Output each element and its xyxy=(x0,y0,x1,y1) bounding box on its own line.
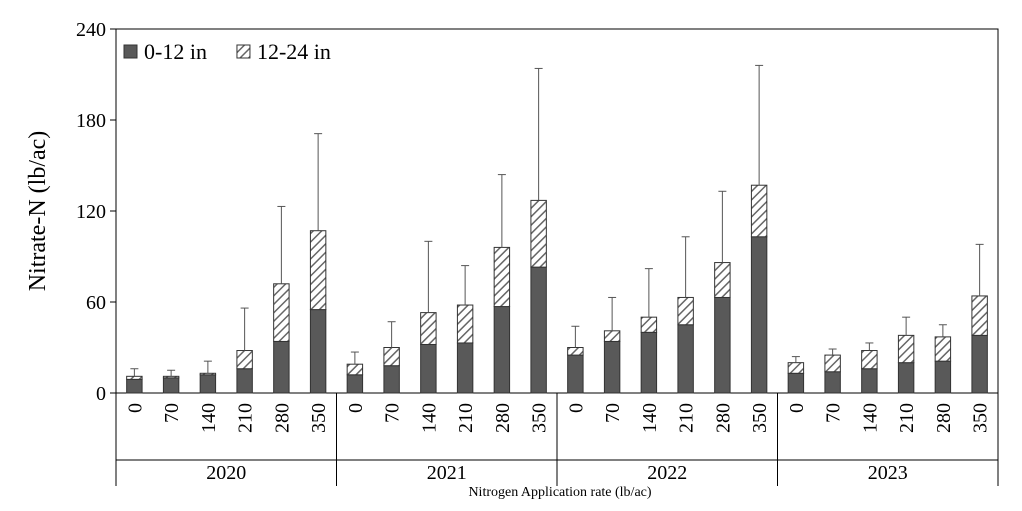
x-tick-label: 210 xyxy=(455,403,477,433)
bar-segment xyxy=(346,363,364,376)
y-axis-title: Nitrate-N (lb/ac) xyxy=(25,131,51,292)
bar-segment xyxy=(750,184,768,238)
x-tick-label: 350 xyxy=(308,403,330,433)
group-label: 2023 xyxy=(868,462,908,484)
x-tick-label: 0 xyxy=(565,403,587,413)
bar-segment xyxy=(677,296,694,326)
bar-segment xyxy=(493,306,511,394)
bar-segment xyxy=(824,354,841,373)
x-tick-label: 210 xyxy=(235,403,257,433)
y-tick-label: 0 xyxy=(96,383,106,405)
x-tick-label: 350 xyxy=(970,403,992,433)
bar-segment xyxy=(897,362,915,394)
legend-label: 0-12 in xyxy=(144,39,207,64)
x-tick-label: 70 xyxy=(161,403,183,423)
bar-segment xyxy=(420,312,437,345)
x-tick-label: 70 xyxy=(602,403,624,423)
bar-segment xyxy=(861,350,878,370)
plot-frame xyxy=(115,28,999,394)
x-tick-label: 140 xyxy=(859,403,881,433)
x-tick-label: 280 xyxy=(492,403,514,433)
bar-segment xyxy=(677,324,694,394)
bar-segment xyxy=(199,372,217,376)
bar-segment xyxy=(530,199,547,268)
y-tick-label: 120 xyxy=(76,201,106,223)
group-label: 2021 xyxy=(427,462,467,484)
x-tick-label: 70 xyxy=(823,403,845,423)
x-tick-label: 350 xyxy=(749,403,771,433)
x-tick-label: 0 xyxy=(124,403,146,413)
legend-swatch xyxy=(236,44,251,59)
bar-segment xyxy=(750,236,768,394)
y-tick-label: 60 xyxy=(86,292,106,314)
bar-segment xyxy=(971,295,988,336)
bar-segment xyxy=(236,368,253,394)
group-label: 2022 xyxy=(647,462,687,484)
bar-segment xyxy=(420,343,437,394)
x-tick-label: 70 xyxy=(382,403,404,423)
bar-segment xyxy=(530,266,547,394)
x-axis-title: Nitrogen Application rate (lb/ac) xyxy=(468,485,651,500)
bar-segment xyxy=(309,309,327,394)
y-tick-label: 240 xyxy=(76,19,106,41)
x-tick-label: 140 xyxy=(639,403,661,433)
bar-segment xyxy=(714,262,731,298)
bar-segment xyxy=(824,371,841,394)
x-tick-label: 280 xyxy=(933,403,955,433)
bar-segment xyxy=(971,334,988,394)
x-tick-label: 210 xyxy=(676,403,698,433)
bar-segment xyxy=(934,360,952,394)
bar-segment xyxy=(383,347,400,367)
bar-segment xyxy=(273,283,290,342)
x-tick-label: 280 xyxy=(712,403,734,433)
bar-segment xyxy=(126,378,143,394)
bar-segment xyxy=(603,330,621,342)
bar-segment xyxy=(787,362,805,374)
bar-segment xyxy=(126,375,143,380)
x-tick-label: 140 xyxy=(198,403,220,433)
bar-segment xyxy=(567,354,584,394)
bar-segment xyxy=(162,375,180,379)
x-tick-label: 350 xyxy=(529,403,551,433)
bar-segment xyxy=(934,336,952,362)
bar-segment xyxy=(383,365,400,394)
bar-segment xyxy=(456,304,474,344)
bar-segment xyxy=(456,342,474,394)
bar-segment xyxy=(162,377,180,394)
bar-segment xyxy=(567,347,584,356)
legend-label: 12-24 in xyxy=(257,39,331,64)
bar-segment xyxy=(236,350,253,370)
bar-segment xyxy=(309,230,327,311)
group-label: 2020 xyxy=(206,462,246,484)
x-tick-label: 0 xyxy=(786,403,808,413)
bar-segment xyxy=(273,340,290,394)
bar-segment xyxy=(787,372,805,394)
bar-segment xyxy=(640,316,658,333)
x-tick-label: 140 xyxy=(418,403,440,433)
bar-segment xyxy=(640,331,658,394)
bar-segment xyxy=(714,296,731,394)
y-tick-label: 180 xyxy=(76,110,106,132)
bar-segment xyxy=(603,340,621,394)
bar-segment xyxy=(346,374,364,394)
legend-swatch xyxy=(123,44,138,59)
bar-segment xyxy=(897,334,915,364)
bar-segment xyxy=(199,374,217,394)
bar-segment xyxy=(493,246,511,308)
x-tick-label: 280 xyxy=(271,403,293,433)
bar-segment xyxy=(861,368,878,394)
x-tick-label: 0 xyxy=(345,403,367,413)
x-tick-label: 210 xyxy=(896,403,918,433)
